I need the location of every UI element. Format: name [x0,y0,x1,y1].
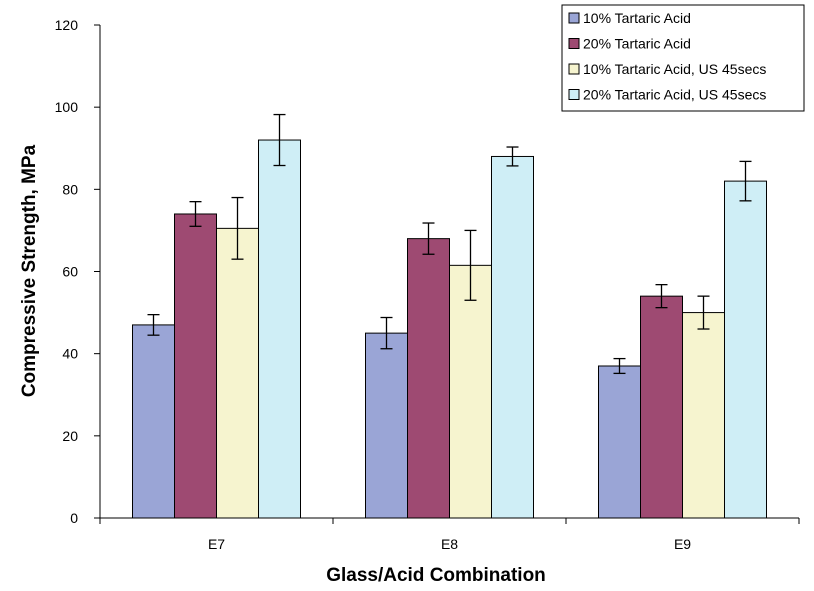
error-bar-e8-20-tartaric-acid-us-45secs [506,146,519,167]
legend-label-10-tartaric-acid: 10% Tartaric Acid [583,10,691,26]
legend: 10% Tartaric Acid 20% Tartaric Acid 10% Ta… [561,4,805,112]
error-bar-e8-10-tartaric-acid [380,316,393,350]
y-tick-label: 40 [62,346,78,362]
legend-swatch-10-tartaric-acid [568,12,580,24]
legend-label-10-tartaric-acid-us-45secs: 10% Tartaric Acid, US 45secs [583,61,766,77]
bar-e8-20-tartaric-acid-us-45secs [491,155,534,519]
bar-e8-10-tartaric-acid [365,332,408,519]
error-bar-e7-20-tartaric-acid [189,201,202,227]
x-tick-label-e8: E8 [441,536,458,552]
legend-swatch-20-tartaric-acid [568,38,580,49]
error-bar-e7-10-tartaric-acid [147,313,160,336]
legend-swatch-20-tartaric-acid-us-45secs [568,89,580,100]
bar-e9-10-tartaric-acid-us-45secs [682,312,725,519]
y-tick-label: 120 [55,17,79,33]
x-tick-label-e9: E9 [674,536,691,552]
error-bar-e9-20-tartaric-acid-us-45secs [739,160,752,202]
bar-e7-10-tartaric-acid [132,324,175,519]
legend-swatch-10-tartaric-acid-us-45secs [568,63,580,75]
y-axis-title: Compressive Strength, MPa [19,144,40,397]
bar-e7-20-tartaric-acid-us-45secs [258,139,301,519]
bar-e9-10-tartaric-acid [598,365,641,519]
y-tick-label: 80 [62,181,78,197]
x-axis-title: Glass/Acid Combination [326,565,546,586]
x-tick-label-e7: E7 [208,536,225,552]
y-tick-label: 60 [62,264,78,280]
legend-label-20-tartaric-acid-us-45secs: 20% Tartaric Acid, US 45secs [583,87,766,103]
bar-e9-20-tartaric-acid-us-45secs [724,180,767,519]
y-tick-label: 0 [70,510,78,526]
bar-e8-10-tartaric-acid-us-45secs [449,264,492,519]
error-bar-e7-20-tartaric-acid-us-45secs [273,113,286,167]
error-bar-e9-10-tartaric-acid-us-45secs [697,295,710,330]
error-bar-e9-10-tartaric-acid [613,357,626,375]
error-bar-e9-20-tartaric-acid [655,283,668,309]
legend-label-20-tartaric-acid: 20% Tartaric Acid [583,36,691,52]
bar-e7-10-tartaric-acid-us-45secs [216,227,259,519]
bar-e8-20-tartaric-acid [407,238,450,519]
error-bar-e7-10-tartaric-acid-us-45secs [231,196,244,260]
error-bar-e8-10-tartaric-acid-us-45secs [464,229,477,301]
ticks-layer: 0 20 40 60 80 100 120 E7 E8 E9 [55,17,800,552]
y-tick-label: 20 [62,428,78,444]
error-bar-e8-20-tartaric-acid [422,222,435,255]
bars-layer [132,113,767,519]
bar-e9-20-tartaric-acid [640,295,683,519]
y-tick-label: 100 [55,99,79,115]
legend-box [561,4,805,112]
bar-e7-20-tartaric-acid [174,213,217,519]
